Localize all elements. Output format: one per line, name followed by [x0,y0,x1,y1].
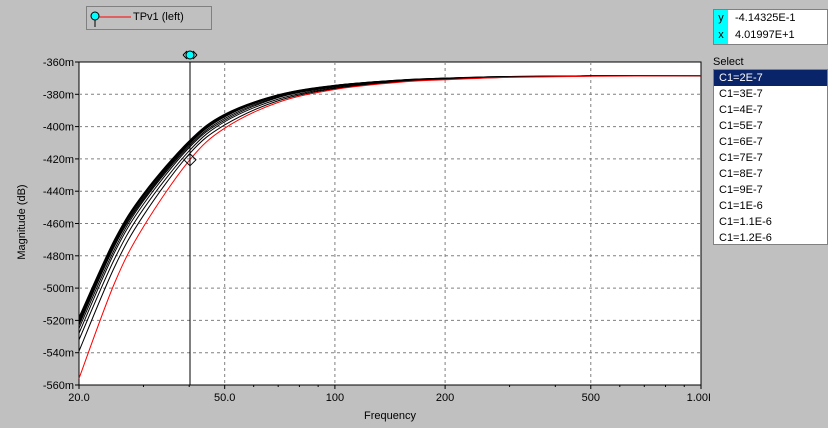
legend-line-icon [90,11,131,27]
cursor-handle-icon[interactable] [185,50,195,60]
series-line [78,75,702,379]
readout-y-value: -4.14325E-1 [735,12,796,24]
legend-label: TPv1 (left) [133,11,184,23]
select-list[interactable]: C1=2E-7 C1=3E-7 C1=4E-7 C1=5E-7 C1=6E-7 C1=7E… [713,69,828,245]
readout-x-label: x [714,27,728,44]
cursor-readout: y -4.14325E-1 x 4.01997E+1 [713,9,828,45]
cursor-arrows-icon[interactable] [182,50,198,60]
select-item[interactable]: C1=7E-7 [719,152,763,164]
select-item[interactable]: C1=6E-7 [719,136,763,148]
select-item[interactable]: C1=5E-7 [719,120,763,132]
x-tick-label: 100 [326,392,344,404]
series-line [78,75,702,318]
y-tick-label: -520m [43,315,74,327]
cursor-point-marker [183,153,197,167]
readout-x-value: 4.01997E+1 [735,29,795,41]
y-axis-label: Magnitude (dB) [16,184,28,259]
select-item[interactable]: C1=1.1E-6 [719,216,772,228]
y-tick-label: -560m [43,380,74,392]
select-title: Select [713,56,744,68]
y-tick-label: -500m [43,283,74,295]
axis-ticks: -360m -380m -400m -420m -440m -460m -480m -500m… [43,57,710,404]
x-axis-label: Frequency [364,410,416,422]
series-lines [78,75,702,379]
readout-y-label: y [714,10,728,27]
select-item[interactable]: C1=1E-6 [719,200,763,212]
legend[interactable]: TPv1 (left) [86,6,212,30]
y-tick-label: -440m [43,186,74,198]
x-tick-label: 500 [582,392,600,404]
y-tick-label: -540m [43,348,74,360]
select-item[interactable]: C1=3E-7 [719,88,763,100]
select-item[interactable]: C1=8E-7 [719,168,763,180]
y-tick-label: -460m [43,219,74,231]
select-item[interactable]: C1=9E-7 [719,184,763,196]
x-tick-label: 1.00K [687,392,710,404]
y-tick-label: -420m [43,154,74,166]
x-tick-label: 20.0 [68,392,89,404]
select-item[interactable]: C1=2E-7 [714,70,827,86]
y-tick-label: -480m [43,251,74,263]
select-item[interactable]: C1=1.2E-6 [719,232,772,244]
cursor[interactable] [182,50,198,385]
x-tick-label: 200 [436,392,454,404]
y-tick-label: -380m [43,89,74,101]
y-tick-label: -400m [43,122,74,134]
magnitude-chart: -360m -380m -400m -420m -440m -460m -480m -500m… [16,50,710,422]
y-tick-label: -360m [43,57,74,69]
grid [79,62,701,385]
x-tick-label: 50.0 [214,392,235,404]
select-item[interactable]: C1=4E-7 [719,104,763,116]
